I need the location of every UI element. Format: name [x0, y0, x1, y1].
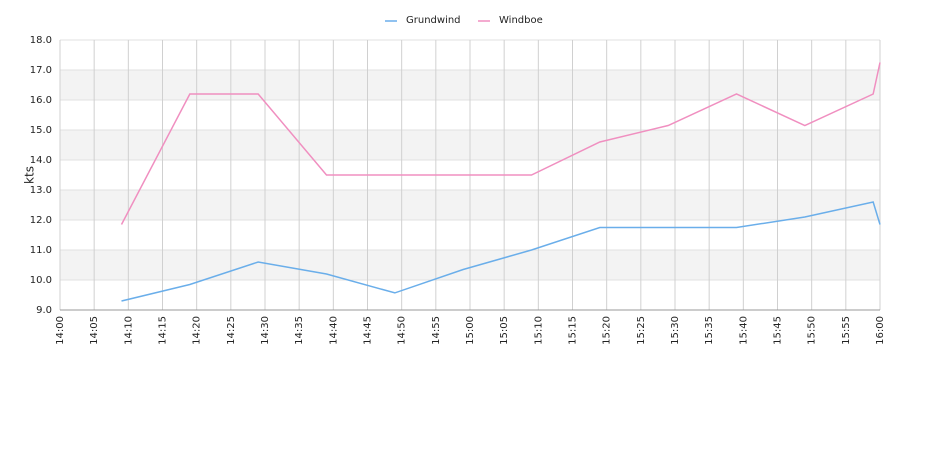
x-tick-label: 15:35	[704, 316, 715, 345]
x-tick-label: 15:55	[841, 316, 852, 345]
x-tick-label: 14:05	[89, 316, 100, 345]
x-tick-label: 14:10	[123, 316, 134, 345]
x-tick-label: 14:30	[260, 316, 271, 345]
x-tick-label: 15:15	[568, 316, 579, 345]
y-tick-label: 17.0	[30, 65, 52, 76]
y-tick-label: 10.0	[30, 275, 52, 286]
x-tick-label: 14:25	[226, 316, 237, 345]
x-tick-label: 14:20	[192, 316, 203, 345]
y-tick-label: 18.0	[30, 35, 52, 46]
x-tick-label: 15:45	[773, 316, 784, 345]
y-tick-label: 16.0	[30, 95, 52, 106]
x-tick-label: 16:00	[875, 316, 886, 345]
x-tick-label: 15:30	[670, 316, 681, 345]
x-tick-label: 14:35	[294, 316, 305, 345]
x-tick-label: 15:50	[807, 316, 818, 345]
y-tick-label: 9.0	[36, 305, 52, 316]
y-tick-label: 12.0	[30, 215, 52, 226]
x-tick-label: 15:05	[499, 316, 510, 345]
x-tick-label: 14:45	[363, 316, 374, 345]
x-tick-label: 15:25	[636, 316, 647, 345]
x-tick-label: 14:40	[328, 316, 339, 345]
series-line	[121, 201, 881, 302]
y-tick-label: 11.0	[30, 245, 52, 256]
x-tick-label: 14:15	[158, 316, 169, 345]
x-tick-label: 15:10	[533, 316, 544, 345]
legend-label: Grundwind	[406, 15, 461, 26]
x-tick-label: 15:40	[738, 316, 749, 345]
legend-label: Windboe	[499, 15, 543, 26]
y-tick-label: 15.0	[30, 125, 52, 136]
y-axis-label: kts	[23, 166, 37, 184]
y-tick-label: 14.0	[30, 155, 52, 166]
x-tick-label: 15:20	[602, 316, 613, 345]
x-tick-label: 14:00	[55, 316, 66, 345]
y-tick-label: 13.0	[30, 185, 52, 196]
x-tick-label: 14:55	[431, 316, 442, 345]
x-tick-label: 14:50	[397, 316, 408, 345]
series-line	[120, 62, 881, 225]
x-tick-label: 15:00	[465, 316, 476, 345]
